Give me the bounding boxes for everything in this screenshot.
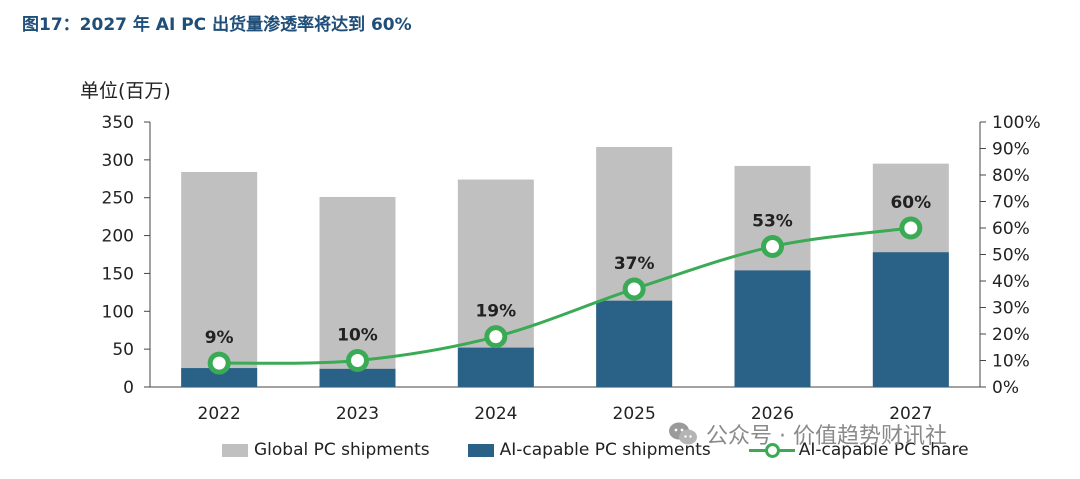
axes-group: 0 50 100 150 200 250 300 350 0% 10% 20% 30% 40% 50% 60… [102, 113, 1041, 424]
legend-swatch-global [222, 443, 248, 457]
y-right-tick-label: 0% [992, 378, 1019, 398]
legend-label-global: Global PC shipments [254, 440, 430, 460]
y-right-tick-label: 40% [992, 272, 1030, 292]
share-point [899, 216, 923, 240]
y-left-tick-label: 200 [102, 227, 134, 247]
y-left-tick-label: 0 [123, 378, 134, 398]
bar-global-pc-shipments [181, 171, 258, 387]
share-data-label: 60% [890, 193, 931, 213]
y-axis-unit-label: 单位(百万) [80, 80, 171, 102]
y-left-tick-label: 300 [102, 151, 134, 171]
y-left-tick-label: 50 [112, 340, 134, 360]
y-right-tick-label: 70% [992, 193, 1030, 213]
legend-item-global: Global PC shipments [222, 440, 430, 460]
chart-title: 图17：2027 年 AI PC 出货量渗透率将达到 60% [22, 15, 412, 35]
bar-ai-capable-pc-shipments [872, 252, 949, 387]
share-point [484, 325, 508, 349]
x-tick-label: 2024 [474, 404, 517, 424]
labels-group: 9% 10% 19% 37% 53% 60% [205, 193, 931, 348]
y-right-tick-label: 80% [992, 166, 1030, 186]
y-right-tick-label: 30% [992, 299, 1030, 319]
bar-ai-capable-pc-shipments [319, 368, 396, 387]
y-left-tick-label: 350 [102, 113, 134, 133]
y-left-tick-label: 250 [102, 189, 134, 209]
bar-ai-capable-pc-shipments [734, 270, 811, 387]
share-data-label: 53% [752, 212, 793, 232]
watermark-text: 公众号 · 价值趋势财讯社 [706, 424, 947, 449]
share-data-label: 37% [614, 254, 655, 274]
x-tick-label: 2022 [198, 404, 241, 424]
y-right-tick-label: 50% [992, 246, 1030, 266]
y-right-tick-label: 60% [992, 219, 1030, 239]
share-data-label: 9% [205, 328, 234, 348]
share-data-label: 19% [475, 302, 516, 322]
x-tick-label: 2026 [751, 404, 794, 424]
legend-item-ai: AI-capable PC shipments [467, 440, 711, 460]
y-right-tick-label: 20% [992, 325, 1030, 345]
y-right-tick-label: 100% [992, 113, 1041, 133]
bar-ai-capable-pc-shipments [181, 368, 258, 387]
share-data-label: 10% [337, 326, 378, 346]
x-tick-label: 2025 [613, 404, 656, 424]
legend-swatch-share [748, 442, 795, 458]
y-left-tick-label: 150 [102, 264, 134, 284]
share-line [219, 226, 912, 365]
share-point [622, 277, 646, 301]
x-tick-label: 2023 [336, 404, 379, 424]
bar-ai-capable-pc-shipments [457, 347, 534, 387]
legend-label-ai: AI-capable PC shipments [499, 440, 711, 460]
share-point [346, 349, 369, 372]
legend-label-share: AI-capable PC share [798, 440, 969, 460]
y-right-tick-label: 10% [992, 352, 1030, 372]
share-point [761, 235, 784, 259]
legend: Global PC shipments AI-capable PC shipme… [222, 440, 1007, 460]
chart-area: 0 50 100 150 200 250 300 350 0% 10% 20% 30% 40% 50% 60… [102, 113, 1041, 424]
watermark: 公众号 · 价值趋势财讯社 [668, 418, 947, 450]
share-point [207, 351, 231, 375]
x-tick-label: 2027 [889, 404, 932, 424]
legend-item-share: AI-capable PC share [748, 440, 969, 460]
legend-swatch-ai [467, 443, 494, 457]
y-right-tick-label: 90% [992, 140, 1030, 160]
y-left-tick-label: 100 [102, 302, 134, 322]
wechat-icon [669, 422, 697, 445]
share-line-group [207, 216, 923, 375]
bars-group [181, 146, 949, 387]
bar-ai-capable-pc-shipments [596, 300, 673, 387]
